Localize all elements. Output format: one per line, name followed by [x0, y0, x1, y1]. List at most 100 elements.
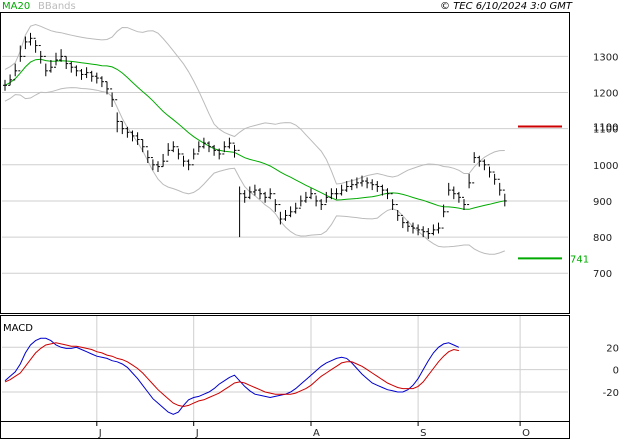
macd-grid: [2, 316, 568, 421]
ohlc-bar: [38, 45, 43, 64]
ohlc-bar: [497, 178, 502, 196]
ohlc-bar: [268, 188, 273, 200]
ohlc-bar: [303, 191, 308, 203]
ohlc-bar: [462, 196, 466, 210]
ohlc-bar: [237, 149, 242, 238]
ohlc-bar: [222, 141, 227, 155]
bband-upper: [4, 23, 505, 185]
copyright-label: © TEC 6/10/2024 3:0 GMT: [440, 1, 573, 12]
ohlc-bar: [115, 99, 120, 133]
ohlc-bar: [298, 195, 303, 209]
ohlc-bar: [181, 153, 186, 167]
ohlc-bar: [130, 130, 135, 142]
ohlc-bar: [324, 191, 329, 206]
ohlc-bar: [482, 159, 487, 171]
ohlc-bar: [227, 137, 232, 149]
ohlc-bar: [278, 204, 283, 225]
ohlc-bar: [89, 70, 94, 82]
ohlc-bar: [263, 191, 268, 203]
ohlc-bar: [492, 171, 497, 185]
ohlc-bar: [314, 193, 319, 207]
ohlc-bar: [3, 79, 7, 91]
ohlc-bar: [110, 88, 115, 107]
ohlc-bar: [456, 191, 461, 203]
ohlc-bar: [171, 141, 176, 153]
ohlc-bar: [431, 224, 436, 236]
ohlc-bar: [273, 193, 278, 212]
ohlc-bar: [125, 126, 130, 138]
ohlc-bar: [487, 164, 492, 178]
price-y-tick-label: 1300: [593, 52, 618, 63]
ohlc-bar: [212, 144, 217, 156]
price-y-tick-label: 1000: [593, 161, 618, 172]
ohlc-bar: [94, 72, 99, 84]
x-month-label: J: [98, 428, 102, 439]
level-label: 741: [570, 254, 589, 265]
ohlc-bar: [150, 157, 155, 171]
price-y-tick-label: 1100: [593, 125, 618, 136]
ma-legend-label: MA20: [2, 1, 30, 12]
macd-y-tick-label: -20: [603, 388, 619, 399]
x-month-label: S: [420, 428, 426, 439]
ohlc-bar: [8, 74, 13, 86]
ohlc-bar: [436, 222, 441, 234]
ohlc-bar: [385, 188, 390, 200]
ohlc-bar: [59, 49, 64, 62]
ohlc-bar: [74, 65, 79, 77]
ohlc-bar: [120, 120, 125, 135]
ma20-line: [4, 58, 505, 210]
macd-y-tick-label: 0: [613, 366, 619, 377]
price-levels: 1100 741: [518, 122, 618, 265]
macd-line: [4, 337, 460, 415]
ohlc-bar: [293, 202, 298, 214]
ohlc-bar: [354, 177, 359, 189]
ohlc-bar: [33, 37, 38, 53]
ohlc-bar: [217, 148, 222, 160]
macd-lines: [4, 337, 460, 415]
ohlc-bar: [201, 137, 206, 149]
ohlc-bar: [467, 173, 472, 206]
ohlc-bar: [329, 188, 334, 200]
ohlc-bar: [69, 61, 74, 73]
price-y-tick-label: 700: [593, 269, 612, 280]
bband-lower: [4, 87, 505, 255]
macd-y-tick-label: 20: [606, 343, 619, 354]
ohlc-bar: [395, 204, 400, 221]
macd-panel-title: MACD: [3, 323, 33, 334]
ohlc-bar: [247, 186, 252, 200]
ohlc-bar: [319, 199, 324, 210]
bollinger-bands: [4, 23, 505, 255]
ohlc-bar: [426, 228, 431, 239]
ohlc-bar: [207, 141, 211, 153]
ohlc-bar: [79, 69, 84, 80]
ohlc-bar: [477, 155, 482, 167]
ohlc-bar: [334, 188, 339, 200]
ohlc-bar: [166, 143, 171, 162]
ohlc-bar: [48, 59, 53, 73]
ohlc-bar: [186, 159, 191, 171]
ohlc-bar: [365, 177, 370, 189]
ohlc-bar: [349, 179, 354, 191]
ohlc-bar: [502, 189, 507, 207]
ohlc-bar: [135, 132, 140, 145]
price-y-tick-label: 800: [593, 233, 612, 244]
ohlc-bar: [43, 55, 48, 77]
ohlc-bar: [242, 190, 247, 203]
ohlc-bar: [156, 161, 160, 173]
ohlc-bar: [472, 152, 477, 184]
price-y-labels: 700 800 900 1000 1100 1200 1300: [593, 52, 618, 280]
ohlc-bar: [360, 175, 364, 187]
ohlc-bar: [446, 182, 451, 213]
moving-average: [4, 58, 505, 210]
price-bars: [3, 32, 507, 239]
ohlc-bar: [145, 146, 150, 163]
ohlc-bar: [390, 193, 395, 210]
ohlc-bar: [54, 52, 58, 68]
x-axis-frame: [0, 421, 570, 439]
ohlc-bar: [400, 214, 405, 229]
bbands-legend-label: BBands: [38, 1, 76, 12]
macd-y-labels: 20 0 -20: [603, 343, 619, 399]
ohlc-bar: [416, 224, 421, 236]
ohlc-bar: [451, 186, 456, 200]
